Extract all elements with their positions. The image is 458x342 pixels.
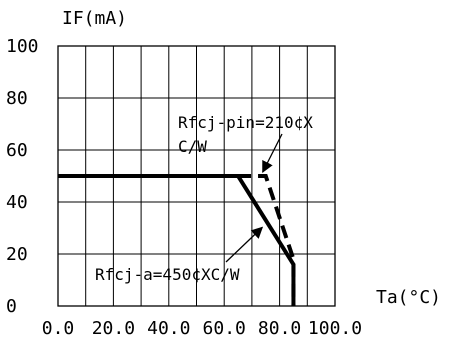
y-axis-label: IF(mA) — [62, 8, 127, 29]
x-tick-label: 60.0 — [203, 318, 246, 339]
x-tick-label: 100.0 — [308, 318, 362, 339]
y-tick-label: 0 — [6, 296, 17, 317]
y-tick-label: 40 — [6, 192, 28, 213]
y-tick-label: 100 — [6, 36, 39, 57]
x-tick-label: 40.0 — [147, 318, 190, 339]
x-tick-label: 80.0 — [258, 318, 301, 339]
annotation-rfcj-a: Rfcj-a=450¢XC/W — [95, 265, 240, 284]
annotations: Rfcj-pin=210¢X C/W Rfcj-a=450¢XC/W — [95, 113, 313, 284]
annotation-rfcj-pin-unit: C/W — [178, 137, 207, 156]
x-axis-label: Ta(°C) — [376, 287, 441, 308]
y-tick-label: 60 — [6, 140, 28, 161]
annotation-arrow-rfcj-pin — [262, 133, 283, 174]
tick-labels: 0 20 40 60 80 100 0.0 20.0 40.0 60.0 80.0 100.0 — [6, 36, 362, 339]
annotation-rfcj-pin: Rfcj-pin=210¢X — [178, 113, 313, 132]
x-tick-label: 20.0 — [92, 318, 135, 339]
x-tick-label: 0.0 — [42, 318, 75, 339]
series-line-rfcj-pin — [238, 174, 296, 306]
annotation-arrow-rfcj-a — [225, 226, 264, 263]
series-line-rfcj-a — [58, 174, 296, 306]
y-tick-label: 80 — [6, 88, 28, 109]
y-tick-label: 20 — [6, 244, 28, 265]
series-lines — [58, 174, 296, 306]
